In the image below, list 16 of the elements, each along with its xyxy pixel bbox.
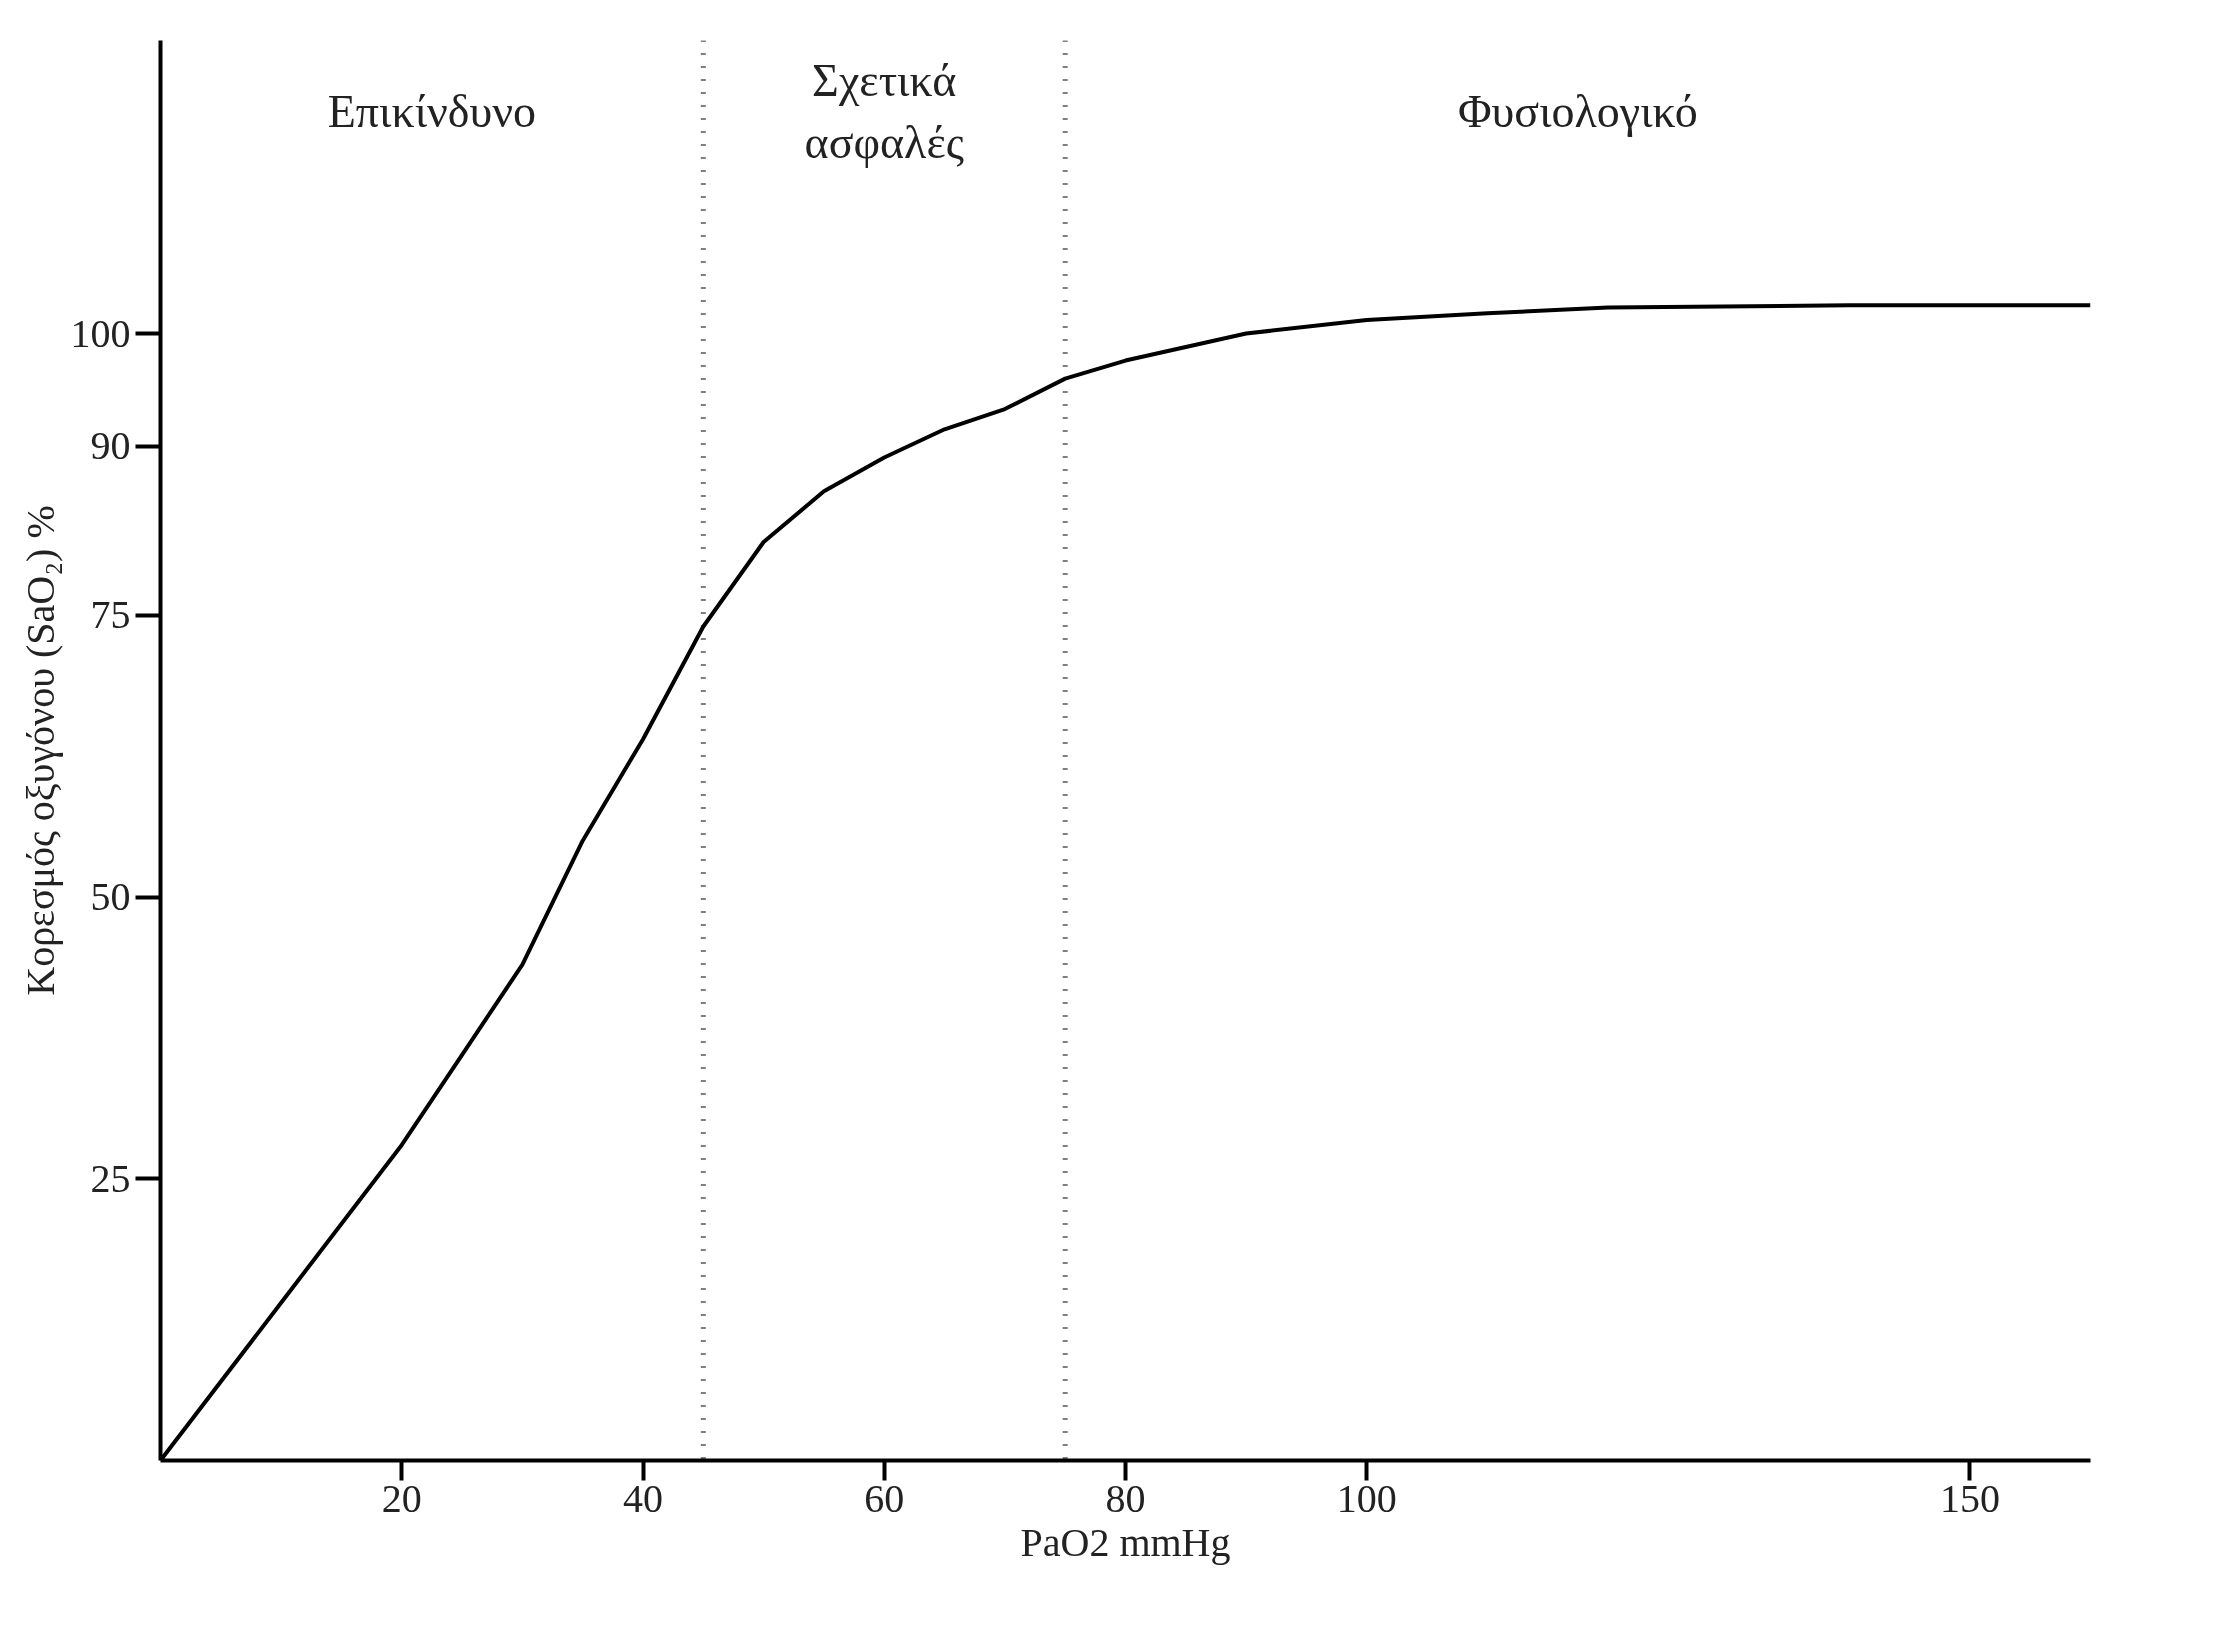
x-tick-label: 80 bbox=[1105, 1475, 1146, 1521]
annotation: Φυσιολογικό bbox=[1457, 86, 1698, 137]
annotation: Σχετικά ασφαλές bbox=[804, 55, 964, 168]
annotation: Επικίνδυνο bbox=[327, 86, 537, 137]
x-tick-label: 40 bbox=[623, 1475, 663, 1521]
x-tick-label: 150 bbox=[1939, 1475, 2000, 1521]
x-axis-title: PaO2 mmHg bbox=[1020, 1519, 1231, 1565]
y-tick-label: 50 bbox=[90, 874, 131, 920]
y-tick-label: 100 bbox=[70, 310, 131, 356]
y-tick-label: 25 bbox=[90, 1155, 131, 1201]
x-tick-label: 60 bbox=[864, 1475, 905, 1521]
y-axis-title: Κορεσμός οξυγόνου (SaO₂) % bbox=[17, 505, 63, 996]
x-tick-label: 100 bbox=[1336, 1475, 1397, 1521]
y-tick-label: 90 bbox=[90, 423, 131, 469]
y-tick-label: 75 bbox=[90, 592, 131, 638]
x-tick-label: 20 bbox=[381, 1475, 422, 1521]
